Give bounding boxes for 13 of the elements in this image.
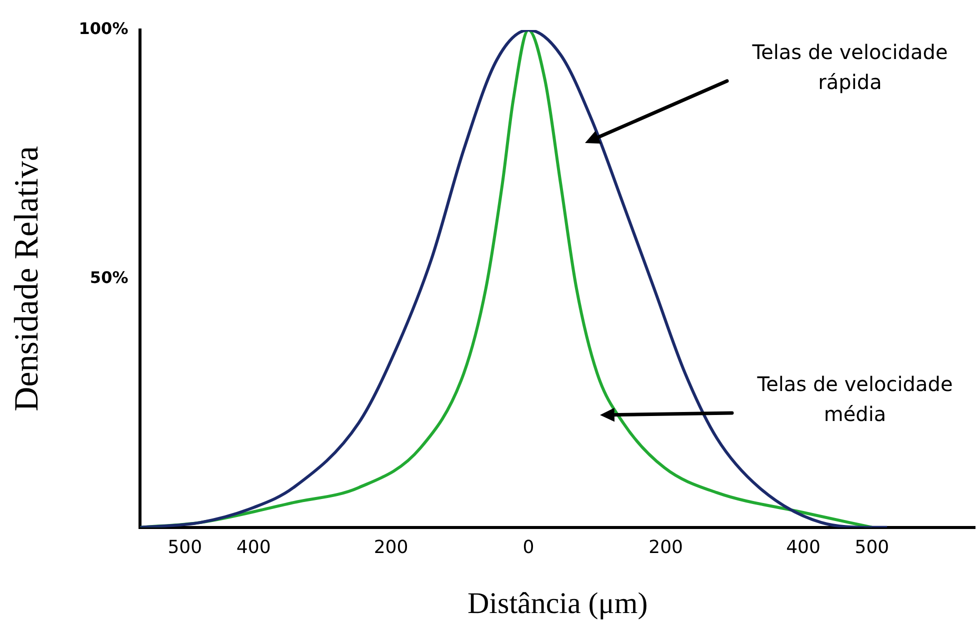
y-tick-label: 50% bbox=[90, 268, 128, 287]
annotation: Telas de velocidade média bbox=[756, 372, 953, 426]
x-tick-label: 400 bbox=[236, 536, 271, 558]
annotation: Telas de velocidade rápida bbox=[751, 40, 948, 94]
y-axis-title: Densidade Relativa bbox=[8, 146, 46, 412]
x-tick-label: 400 bbox=[786, 536, 820, 558]
x-tick-label: 0 bbox=[522, 536, 534, 558]
x-tick-label: 500 bbox=[854, 536, 890, 558]
x-tick-label: 200 bbox=[648, 536, 684, 558]
x-tick-label: 200 bbox=[374, 536, 408, 558]
x-axis-title: Distância (μm) bbox=[468, 586, 648, 620]
y-tick-label: 100% bbox=[78, 19, 128, 38]
x-tick-label: 500 bbox=[168, 536, 202, 558]
